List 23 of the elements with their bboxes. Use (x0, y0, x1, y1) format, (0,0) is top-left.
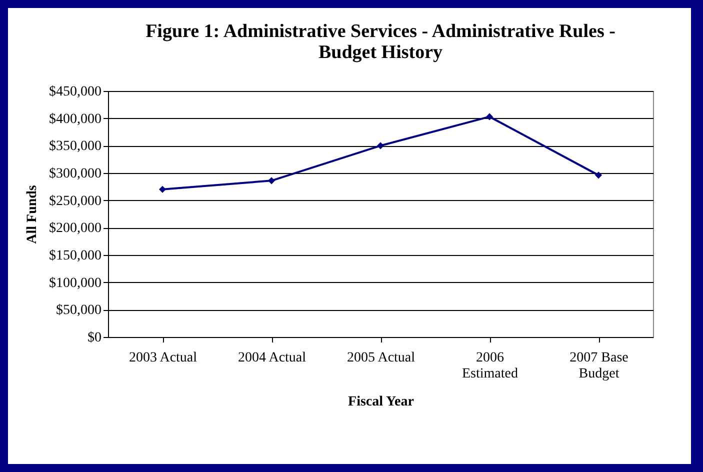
x-tick-label: 2006 Estimated (462, 350, 518, 382)
chart-title: Figure 1: Administrative Services - Administrative Rules - Budget History (146, 21, 616, 63)
y-tick-label: $200,000 (49, 221, 102, 236)
y-tick-label: $400,000 (49, 112, 102, 127)
x-tick-label: 2004 Actual (238, 350, 306, 366)
point (158, 186, 166, 193)
y-tick-label: $100,000 (49, 276, 102, 291)
y-axis-title: All Funds (25, 184, 40, 244)
y-tick-label: $150,000 (49, 248, 102, 264)
x-tick-label: 2005 Actual (346, 350, 416, 366)
y-tick-label: $450,000 (49, 84, 102, 100)
y-tick-label: $0 (88, 330, 102, 346)
x-tick-label: 2003 Actual (128, 350, 198, 366)
point (376, 142, 384, 150)
y-tick-label: $300,000 (49, 166, 102, 182)
x-axis-title: Fiscal Year (348, 394, 414, 410)
point (268, 177, 276, 184)
y-tick-label: $250,000 (49, 194, 102, 209)
x-tick-label: 2007 Base Budget (570, 350, 628, 382)
point (486, 113, 494, 120)
point (594, 172, 602, 179)
y-tick-label: $350,000 (49, 139, 102, 154)
y-tick-label: $50,000 (56, 303, 102, 318)
